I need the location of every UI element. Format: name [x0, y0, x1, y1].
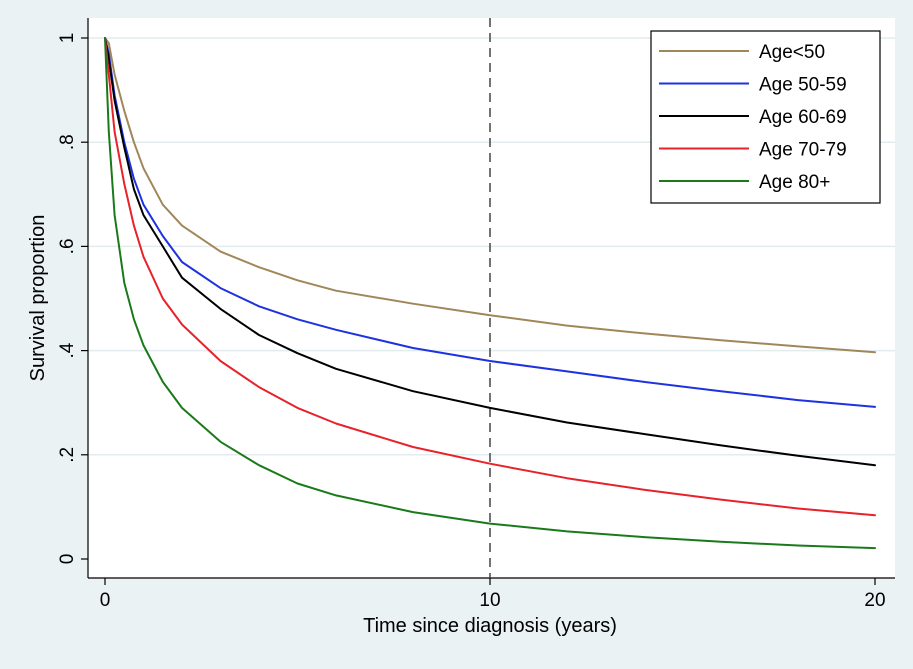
- series-group: [104, 37, 876, 550]
- legend-label: Age 70-79: [759, 140, 847, 161]
- y-tick-label: .6: [57, 238, 78, 254]
- legend-label: Age<50: [759, 42, 825, 63]
- x-axis-label: Time since diagnosis (years): [363, 615, 617, 637]
- grid-lines: [88, 37, 895, 456]
- x-tick-label: 20: [864, 590, 885, 611]
- legend-label: Age 60-69: [759, 107, 847, 128]
- y-axis-label: Survival proportion: [27, 215, 49, 382]
- y-tick-label: .2: [57, 447, 78, 463]
- y-tick-label: 0: [57, 554, 78, 565]
- legend-label: Age 50-59: [759, 75, 847, 96]
- series-line: [104, 37, 876, 354]
- axes: 0.2.4.6.810 10 20: [57, 18, 895, 611]
- x-tick-label: 10: [479, 590, 500, 611]
- series-line: [104, 37, 876, 550]
- legend: Age<50 Age 50-59 Age 60-69 Age 70-79 Age 80+: [650, 30, 881, 204]
- series-line: [104, 37, 876, 517]
- series-line: [104, 37, 876, 408]
- y-tick-label: 1: [57, 33, 78, 44]
- series-line: [104, 37, 876, 467]
- y-tick-label: .8: [57, 134, 78, 150]
- y-tick-label: .4: [57, 342, 78, 358]
- x-tick-label: 0: [100, 590, 111, 611]
- legend-label: Age 80+: [759, 172, 830, 193]
